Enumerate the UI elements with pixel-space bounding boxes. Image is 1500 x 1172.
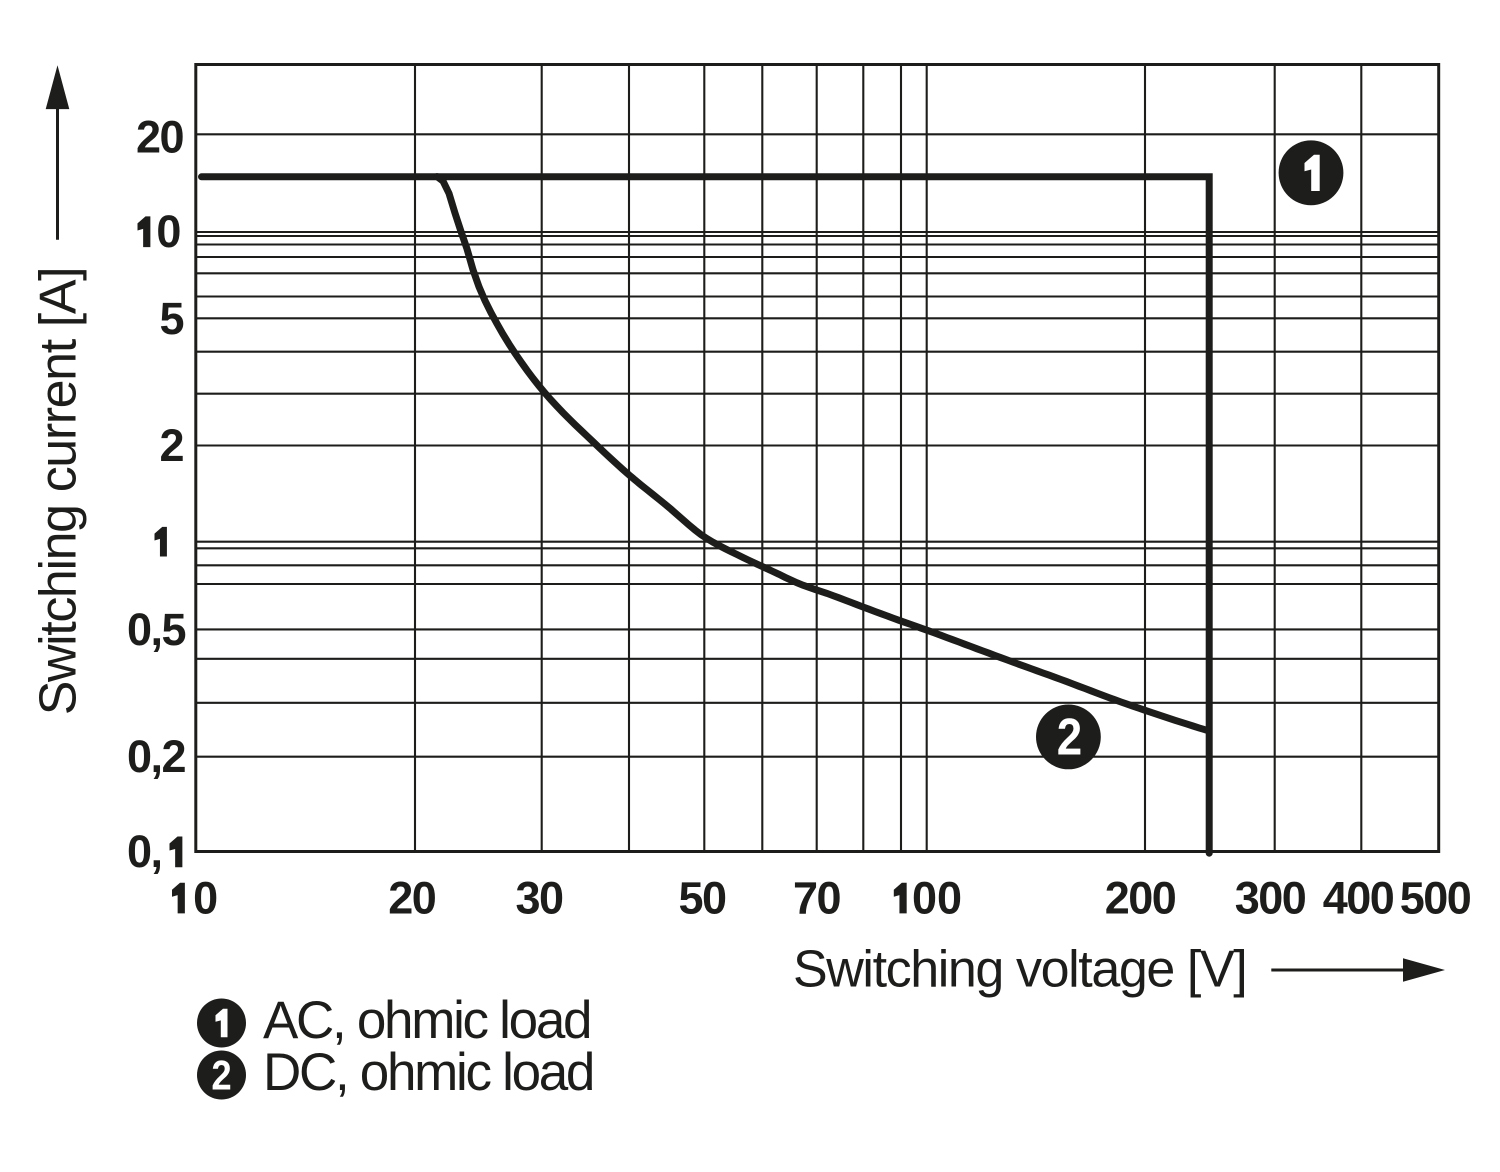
svg-text:300: 300: [1235, 872, 1306, 923]
svg-text:Switching voltage [V]: Switching voltage [V]: [793, 941, 1246, 999]
svg-text:0: 0: [193, 872, 218, 923]
svg-text:Switching current [A]: Switching current [A]: [30, 268, 88, 715]
svg-text:400: 400: [1323, 872, 1394, 923]
svg-text:2: 2: [1057, 709, 1082, 766]
svg-text:AC, ohmic load: AC, ohmic load: [263, 991, 590, 1050]
svg-text:70: 70: [793, 872, 841, 923]
svg-text:200: 200: [1105, 872, 1176, 923]
svg-text:20: 20: [388, 872, 436, 923]
svg-text:0: 0: [156, 206, 181, 257]
svg-text:DC, ohmic load: DC, ohmic load: [263, 1043, 593, 1102]
svg-text:500: 500: [1400, 872, 1471, 923]
svg-text:2: 2: [211, 1053, 231, 1099]
svg-text:0,: 0,: [127, 826, 162, 877]
svg-text:50: 50: [678, 872, 726, 923]
svg-text:00: 00: [912, 872, 962, 923]
svg-text:30: 30: [515, 872, 563, 923]
svg-text:0,5: 0,5: [127, 604, 186, 655]
svg-text:5: 5: [159, 293, 183, 344]
svg-text:0,2: 0,2: [127, 731, 186, 782]
svg-text:2: 2: [159, 420, 183, 471]
svg-text:20: 20: [136, 111, 184, 162]
